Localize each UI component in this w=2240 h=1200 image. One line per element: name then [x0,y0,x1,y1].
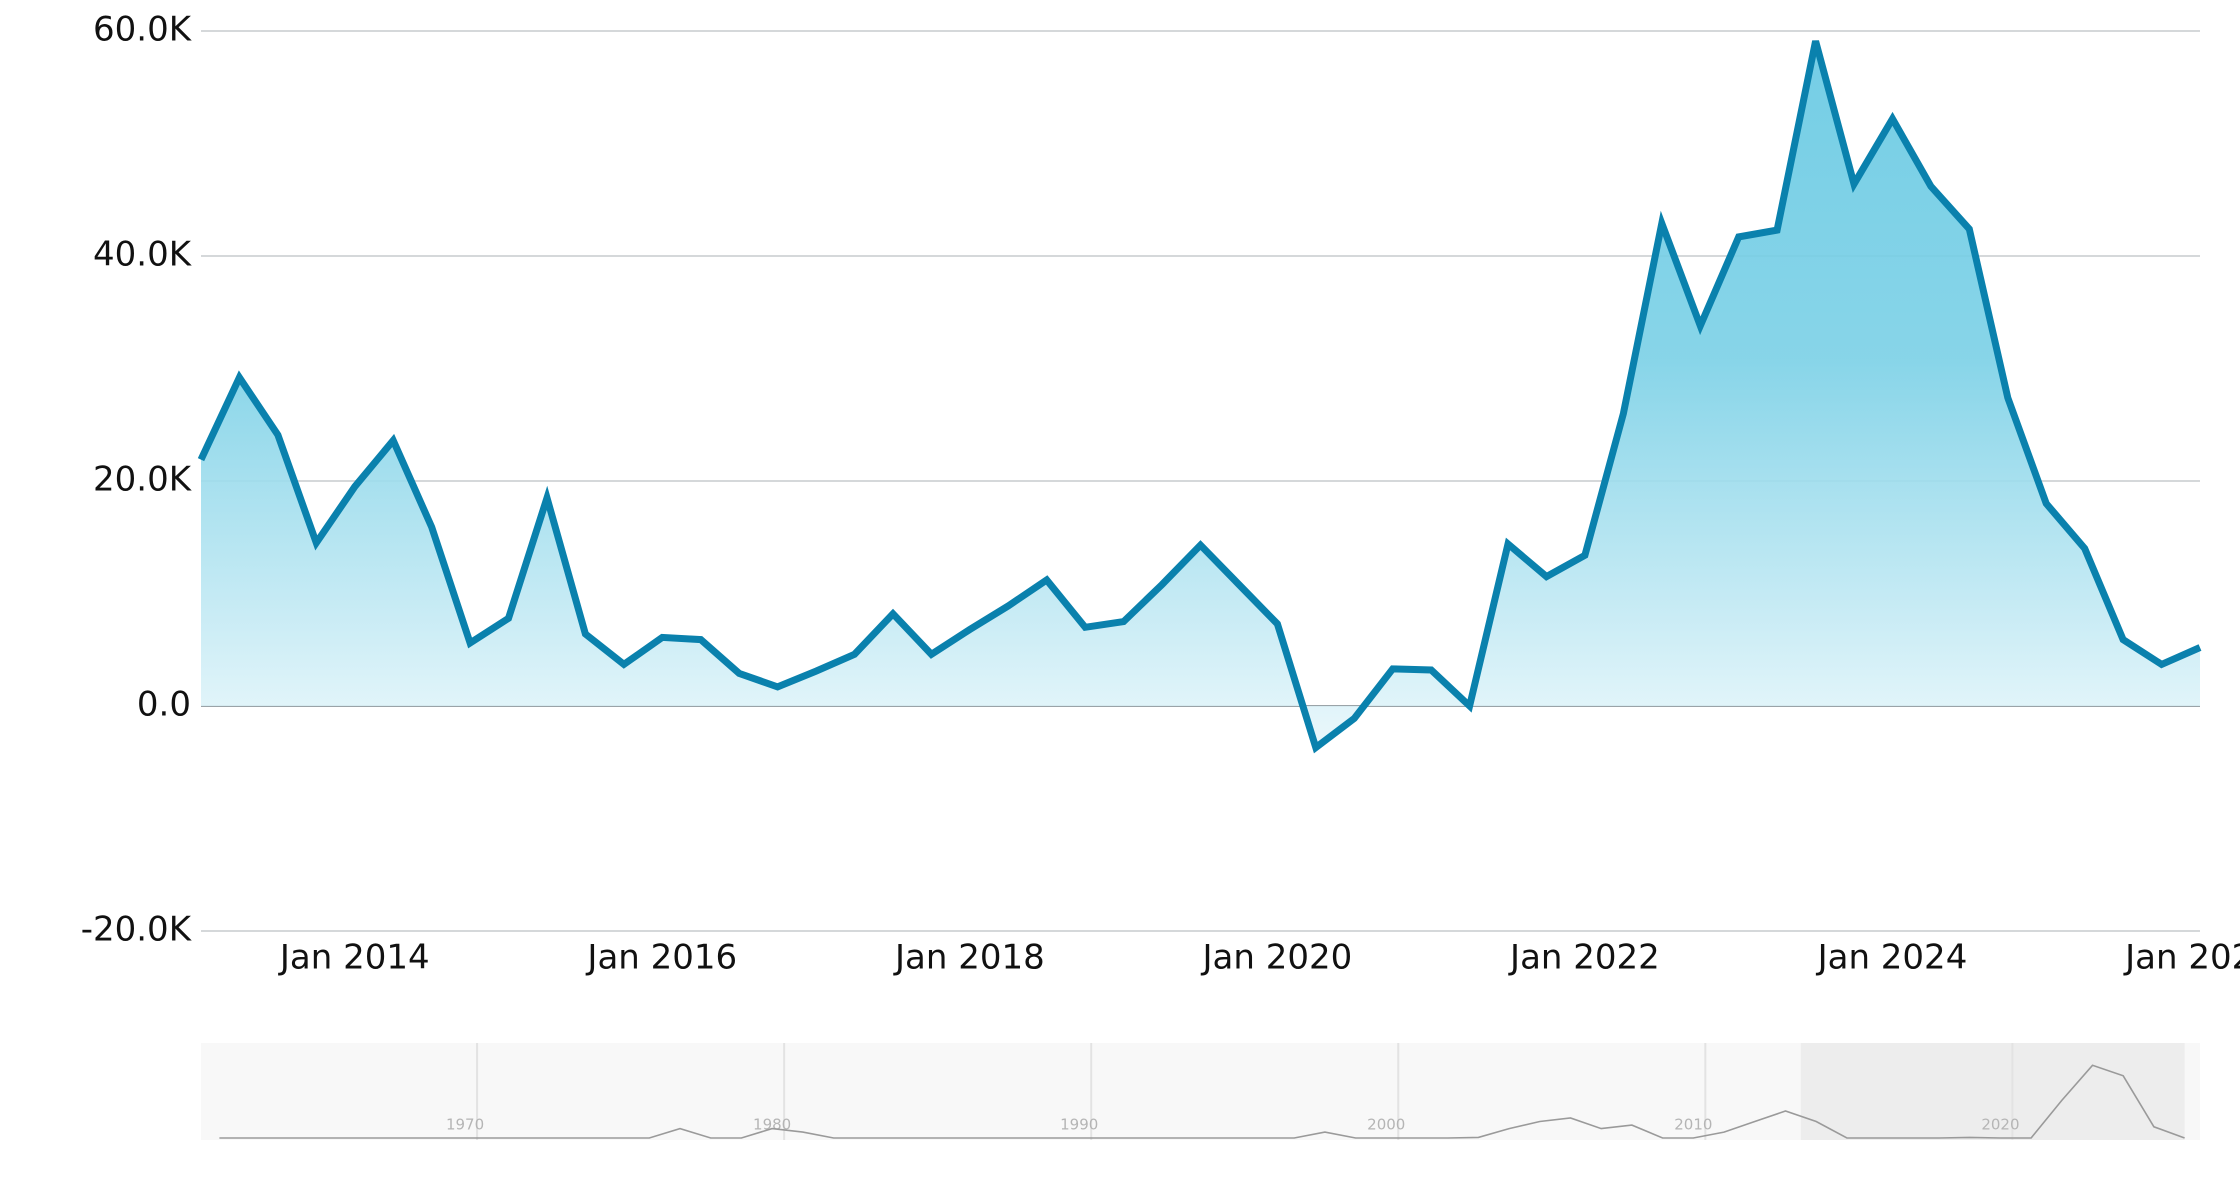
navigator-line [219,1064,2185,1139]
navigator-tick-label: 1990 [1060,1116,1098,1134]
y-tick-label: 40.0K [93,235,193,275]
y-tick-label: 60.0K [93,10,193,50]
x-tick-label: Jan 2022 [1508,938,1660,978]
x-tick-label: Jan 2026 [2123,938,2240,978]
y-tick-label: 20.0K [93,460,193,500]
y-tick-label: 0.0 [137,685,191,725]
x-tick-label: Jan 2016 [585,938,737,978]
x-tick-label: Jan 2014 [278,938,430,978]
x-tick-label: Jan 2020 [1201,938,1353,978]
line [197,40,2202,754]
navigator-tick-label: 1970 [446,1116,484,1134]
x-tick-label: Jan 2024 [1816,938,1968,978]
navigator[interactable]: 1970 1980 1990 2000 2010 2020 [201,1043,2200,1140]
navigator-tick-label: 2020 [1981,1116,2019,1134]
main-plot: -20.0K 0.0 20.0K 40.0K 60.0K Jan 2014 Jan 2016… [81,10,2240,978]
navigator-tick-label: 2000 [1367,1116,1405,1134]
x-tick-label: Jan 2018 [893,938,1045,978]
area-fill [201,41,2200,748]
navigator-tick-label: 2010 [1674,1116,1712,1134]
navigator-selection [1800,1043,2185,1140]
y-tick-label: -20.0K [81,910,193,950]
